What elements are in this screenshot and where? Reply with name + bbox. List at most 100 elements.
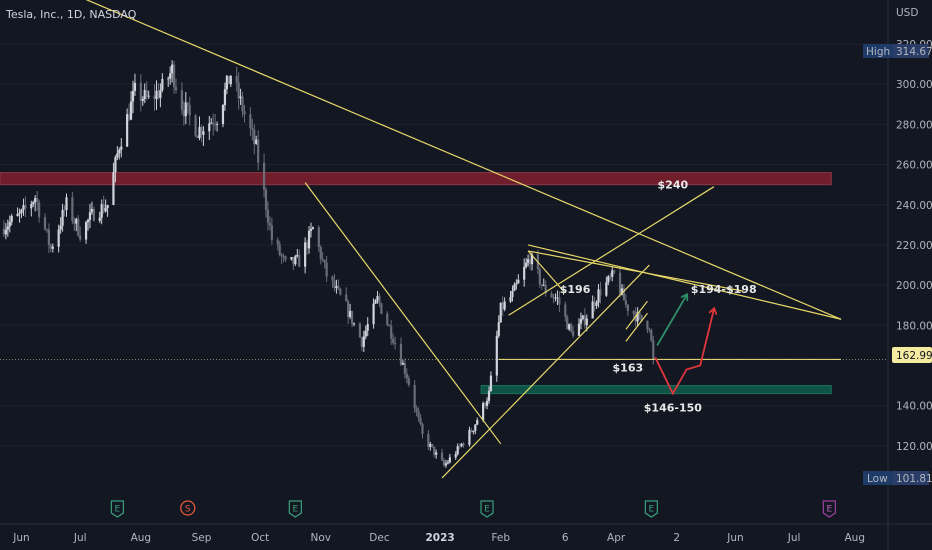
candle-body [347, 301, 350, 318]
x-tick-label: Nov [311, 532, 332, 544]
candle-body [523, 266, 526, 280]
candle-body [253, 129, 256, 144]
support-zone [480, 385, 832, 395]
bear-projection [654, 309, 714, 396]
grid [0, 43, 888, 447]
candle-body [380, 303, 383, 314]
candle-body [139, 82, 142, 101]
earnings-marker-shape [644, 500, 658, 518]
zones [0, 172, 832, 395]
price-label: $146-150 [644, 402, 702, 415]
candle-body [104, 208, 107, 212]
candle-body [390, 326, 393, 339]
candle-body [431, 444, 434, 447]
x-tick-label: Jun [12, 532, 29, 544]
earnings-marker-shape [480, 500, 494, 518]
candle-body [620, 288, 624, 295]
candle-body [509, 297, 512, 302]
earnings-marker-shape [822, 500, 836, 518]
candle-body [323, 259, 326, 263]
candle-body [525, 262, 528, 267]
dividend-marker-ring [180, 500, 196, 516]
y-tick-label: 200.00 [896, 280, 932, 292]
candle-body [61, 209, 64, 226]
candle-body [626, 304, 629, 312]
candle-body [585, 318, 588, 326]
x-tick-label: Sep [192, 532, 212, 544]
candle-body [540, 284, 543, 286]
candle-body [266, 209, 270, 223]
x-tick-label: Dec [369, 532, 390, 544]
candle-body [235, 76, 238, 83]
candle-body [112, 172, 115, 205]
candle-body [570, 324, 573, 332]
candle-body [319, 246, 322, 260]
candle-body [307, 230, 311, 249]
candle-body [360, 337, 363, 347]
event-marker-E[interactable]: E [288, 500, 302, 518]
candle-body [59, 225, 62, 230]
candle-body [599, 289, 602, 296]
candle-body [210, 122, 213, 124]
candle-body [550, 293, 553, 298]
candle-body [448, 457, 451, 463]
y-tick-label: 180.00 [896, 320, 932, 332]
candle-body [392, 338, 395, 343]
event-marker-E[interactable]: E [110, 500, 124, 518]
candle-body [442, 460, 446, 466]
candle-body [571, 331, 575, 336]
candle-body [419, 417, 422, 424]
candle-body [528, 259, 532, 265]
y-tick-label: 300.00 [896, 79, 932, 91]
candle-body [10, 216, 13, 222]
candle-body [32, 202, 35, 205]
candle-body [640, 314, 643, 321]
candle-body [413, 384, 416, 409]
candle-body [622, 288, 626, 301]
x-tick-label: Jun [726, 532, 743, 544]
candle-body [595, 302, 598, 306]
x-tick-label: Oct [251, 532, 269, 544]
candle-body [487, 390, 491, 401]
event-marker-E[interactable]: E [822, 500, 836, 518]
candle-body [30, 204, 33, 209]
candle-body [237, 82, 240, 99]
candle-body [468, 429, 471, 445]
candle-body [476, 420, 479, 425]
candle-body [75, 218, 78, 224]
candle-body [200, 126, 203, 135]
candle-body [174, 87, 178, 91]
event-marker-E[interactable]: E [644, 500, 658, 518]
event-marker-E[interactable]: E [480, 500, 494, 518]
y-tick-label: 140.00 [896, 401, 932, 413]
y-tick-label: 120.00 [896, 441, 932, 453]
candle-body [638, 312, 641, 315]
trendline-4 [527, 250, 566, 294]
trendlines[interactable] [0, 0, 888, 479]
candle-body [249, 114, 252, 129]
event-marker-S[interactable]: S [180, 500, 196, 516]
candle-body [417, 411, 420, 418]
candle-body [280, 254, 283, 257]
candle-body [284, 256, 287, 260]
candle-body [554, 297, 557, 299]
candle-body [515, 283, 518, 285]
candle-body [339, 288, 342, 295]
candle-body [18, 213, 21, 214]
candle-body [16, 213, 19, 217]
candle-body [126, 114, 129, 147]
chart-title: Tesla, Inc., 1D, NASDAQ [5, 8, 137, 21]
candle-body [88, 212, 92, 220]
candle-body [65, 197, 68, 211]
candle-body [648, 329, 651, 331]
high-value: 314.67 [896, 46, 932, 58]
candle-body [202, 131, 205, 135]
candle-body [485, 400, 489, 406]
candle-body [262, 162, 266, 190]
candle-body [71, 197, 74, 221]
candle-body [415, 408, 418, 412]
candle-body [212, 122, 215, 125]
price-label: $196 [560, 283, 591, 296]
